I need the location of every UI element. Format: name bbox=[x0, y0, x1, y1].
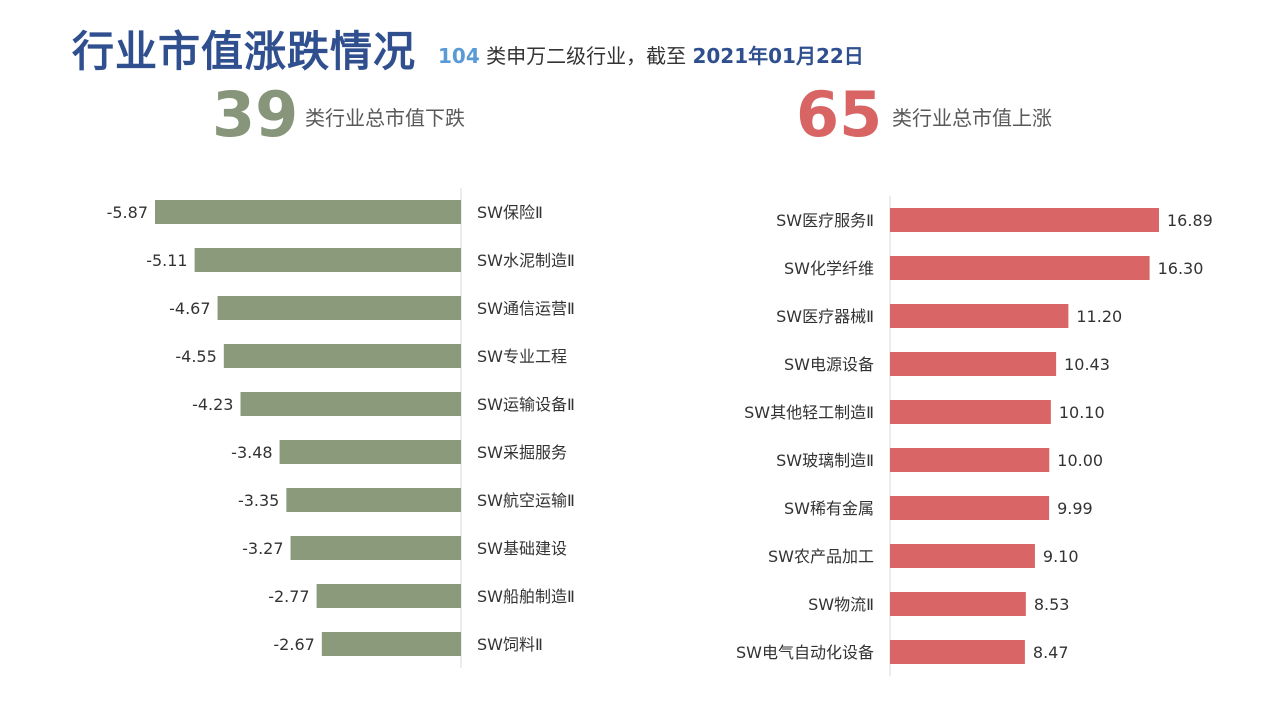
right-category-label-5: SW玻璃制造Ⅱ bbox=[776, 451, 874, 470]
right-bar-7 bbox=[890, 544, 1035, 568]
left-data-label-7: -3.27 bbox=[242, 539, 283, 558]
right-category-label-7: SW农产品加工 bbox=[768, 547, 874, 566]
left-category-label-8: SW船舶制造Ⅱ bbox=[477, 587, 575, 606]
right-category-label-6: SW稀有金属 bbox=[784, 499, 874, 518]
right-data-label-1: 16.30 bbox=[1158, 259, 1204, 278]
right-bar-5 bbox=[890, 448, 1050, 472]
left-category-label-6: SW航空运输Ⅱ bbox=[477, 491, 575, 510]
left-bar-1 bbox=[194, 248, 461, 272]
page-title: 行业市值涨跌情况 bbox=[72, 27, 417, 76]
left-bar-0 bbox=[155, 200, 461, 224]
up-count: 65 bbox=[796, 78, 883, 151]
right-data-label-8: 8.53 bbox=[1034, 595, 1070, 614]
right-bar-4 bbox=[890, 400, 1051, 424]
left-category-label-7: SW基础建设 bbox=[477, 539, 567, 558]
right-bar-0 bbox=[890, 208, 1159, 232]
right-data-label-4: 10.10 bbox=[1059, 403, 1105, 422]
industry-count: 104 bbox=[438, 44, 480, 68]
right-category-label-0: SW医疗服务Ⅱ bbox=[776, 211, 874, 230]
right-data-label-6: 9.99 bbox=[1057, 499, 1093, 518]
left-data-label-3: -4.55 bbox=[175, 347, 216, 366]
right-category-label-2: SW医疗器械Ⅱ bbox=[776, 307, 874, 326]
left-data-label-5: -3.48 bbox=[231, 443, 272, 462]
left-bar-3 bbox=[223, 344, 461, 368]
left-bar-7 bbox=[290, 536, 461, 560]
left-data-label-1: -5.11 bbox=[146, 251, 187, 270]
left-category-label-2: SW通信运营Ⅱ bbox=[477, 299, 575, 318]
left-data-label-6: -3.35 bbox=[238, 491, 279, 510]
left-data-label-8: -2.77 bbox=[268, 587, 309, 606]
right-bar-3 bbox=[890, 352, 1057, 376]
down-count-label: 类行业总市值下跌 bbox=[305, 106, 465, 130]
right-bar-2 bbox=[890, 304, 1069, 328]
right-bar-6 bbox=[890, 496, 1050, 520]
page-subtitle: 104 类申万二级行业，截至 2021年01月22日 bbox=[438, 40, 864, 69]
left-category-label-1: SW水泥制造Ⅱ bbox=[477, 251, 575, 270]
left-bar-6 bbox=[286, 488, 461, 512]
left-category-label-0: SW保险Ⅱ bbox=[477, 203, 543, 222]
left-bar-5 bbox=[279, 440, 461, 464]
down-count: 39 bbox=[212, 78, 299, 151]
right-data-label-0: 16.89 bbox=[1167, 211, 1213, 230]
left-data-label-4: -4.23 bbox=[192, 395, 233, 414]
right-bar-9 bbox=[890, 640, 1025, 664]
right-category-label-3: SW电源设备 bbox=[784, 355, 874, 374]
right-category-label-9: SW电气自动化设备 bbox=[736, 643, 874, 662]
left-category-label-9: SW饲料Ⅱ bbox=[477, 635, 543, 654]
left-bar-2 bbox=[217, 296, 461, 320]
left-category-label-5: SW采掘服务 bbox=[477, 443, 567, 462]
right-bar-8 bbox=[890, 592, 1026, 616]
right-category-label-1: SW化学纤维 bbox=[784, 259, 874, 278]
right-category-label-8: SW物流Ⅱ bbox=[808, 595, 874, 614]
as-of-date: 2021年01月22日 bbox=[692, 44, 864, 68]
up-count-label: 类行业总市值上涨 bbox=[892, 106, 1052, 130]
left-category-label-4: SW运输设备Ⅱ bbox=[477, 395, 575, 414]
left-bar-8 bbox=[316, 584, 461, 608]
right-bar-1 bbox=[890, 256, 1150, 280]
right-data-label-5: 10.00 bbox=[1057, 451, 1103, 470]
left-bar-4 bbox=[240, 392, 461, 416]
right-category-label-4: SW其他轻工制造Ⅱ bbox=[744, 403, 874, 422]
left-data-label-0: -5.87 bbox=[107, 203, 148, 222]
left-data-label-2: -4.67 bbox=[169, 299, 210, 318]
right-data-label-7: 9.10 bbox=[1043, 547, 1079, 566]
left-bar-9 bbox=[321, 632, 461, 656]
left-data-label-9: -2.67 bbox=[273, 635, 314, 654]
right-data-label-3: 10.43 bbox=[1064, 355, 1110, 374]
left-category-label-3: SW专业工程 bbox=[477, 347, 567, 366]
right-data-label-9: 8.47 bbox=[1033, 643, 1069, 662]
subtitle-text: 类申万二级行业，截至 bbox=[479, 44, 693, 68]
right-data-label-2: 11.20 bbox=[1076, 307, 1122, 326]
